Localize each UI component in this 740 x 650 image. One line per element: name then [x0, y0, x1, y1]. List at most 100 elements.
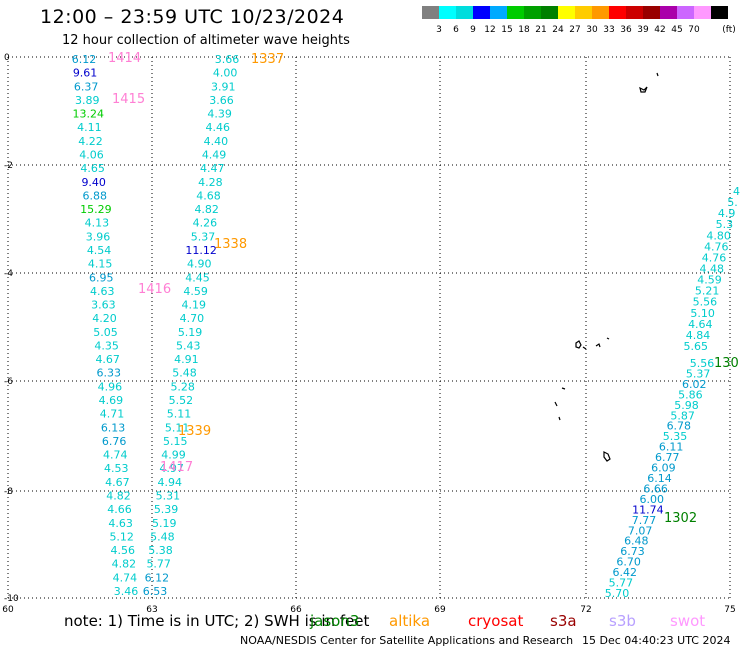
satellite-legend-item: altika — [389, 612, 430, 630]
swh-label: 4.67 — [105, 476, 130, 489]
swh-label: 6.77 — [655, 451, 680, 464]
swh-label: 5.3 — [716, 218, 734, 231]
legend-label: 39 — [637, 25, 649, 35]
x-tick-label: 60 — [2, 605, 14, 615]
swh-label: 3.46 — [114, 585, 139, 598]
land-outline — [639, 86, 648, 93]
legend-swatch — [558, 6, 575, 19]
map-subtitle: 12 hour collection of altimeter wave hei… — [62, 33, 350, 48]
swh-label: 4.74 — [103, 449, 128, 462]
swh-label: 5.38 — [148, 544, 173, 557]
swh-label: 4.97 — [159, 462, 184, 475]
x-tick-label: 63 — [146, 605, 157, 615]
swh-label: 5.43 — [176, 339, 201, 352]
legend-swatch — [490, 6, 507, 19]
legend-swatch — [643, 6, 660, 19]
x-tick-label: 75 — [724, 605, 735, 615]
legend-swatch — [524, 6, 541, 19]
swh-label: 9.61 — [73, 67, 98, 80]
swh-label: 4.69 — [99, 394, 124, 407]
swh-label: 4 — [733, 185, 740, 198]
legend-swatch — [575, 6, 592, 19]
swh-label: 5.15 — [163, 435, 188, 448]
swh-label: 6.73 — [620, 545, 645, 558]
legend-swatch — [439, 6, 456, 19]
swh-label: 6.12 — [145, 571, 170, 584]
legend-label: 15 — [501, 25, 512, 35]
legend-label: 18 — [518, 25, 530, 35]
swh-label: 5.56 — [690, 357, 715, 370]
swh-label: 5. — [727, 196, 738, 209]
pass-label: 1339 — [178, 424, 211, 439]
swh-label: 4.71 — [100, 408, 125, 421]
legend-swatch — [711, 6, 728, 19]
land-outline — [603, 451, 611, 462]
pass-label: 1415 — [112, 92, 145, 107]
wave-height-map: 60 63 66 69 72 750-2-4-6-8-10 6.129.616.373.8… — [2, 51, 740, 615]
legend-swatch — [422, 6, 439, 19]
swh-label: 4.82 — [112, 558, 137, 571]
legend-label: 36 — [620, 25, 632, 35]
swh-label: 6.70 — [616, 556, 641, 569]
legend-swatch — [660, 6, 677, 19]
swh-label: 5.10 — [690, 307, 715, 320]
swh-label: 4.59 — [697, 274, 722, 287]
swh-label: 5.70 — [605, 587, 630, 600]
swh-label: 6.14 — [647, 472, 672, 485]
swh-label: 13.24 — [73, 108, 105, 121]
pass-label: 130 — [714, 356, 739, 371]
swh-label: 4.91 — [174, 353, 199, 366]
legend-label: 27 — [569, 25, 580, 35]
swh-label: 4.80 — [706, 229, 731, 242]
pass-label: 1414 — [108, 51, 141, 66]
swh-label: 4.76 — [702, 251, 727, 264]
swh-label: 4.76 — [704, 240, 729, 253]
land-outline — [554, 401, 558, 407]
land-outline — [582, 346, 587, 350]
land-outline — [561, 387, 566, 390]
swh-label: 4.59 — [183, 285, 208, 298]
swh-label: 4.28 — [198, 176, 223, 189]
swh-label: 6.95 — [89, 271, 114, 284]
swh-label: 5.86 — [678, 388, 703, 401]
legend-label: 12 — [484, 25, 495, 35]
legend-swatch — [592, 6, 609, 19]
swh-label: 6.09 — [651, 462, 676, 475]
swh-label: 4.84 — [686, 329, 711, 342]
swh-label: 6.66 — [643, 482, 668, 495]
swh-label: 15.29 — [80, 203, 112, 216]
swh-label: 4.63 — [90, 285, 115, 298]
legend-label: 3 — [436, 25, 442, 35]
swh-label: 7.77 — [632, 514, 657, 527]
swh-label: 5.19 — [152, 517, 177, 530]
legend-label: 24 — [552, 25, 564, 35]
legend-label: 6 — [453, 25, 459, 35]
swh-label: 4.26 — [193, 217, 218, 230]
swh-label: 4.90 — [187, 258, 212, 271]
swh-label: 4.82 — [194, 203, 219, 216]
swh-label: 4.48 — [700, 263, 725, 276]
swh-label: 4.53 — [104, 462, 129, 475]
swh-label: 4.00 — [213, 67, 238, 80]
swh-label: 5.19 — [178, 326, 203, 339]
satellite-legend-item: s3a — [550, 612, 577, 630]
swh-label: 4.39 — [207, 108, 232, 121]
swh-label: 6.78 — [667, 420, 692, 433]
swh-label: 4.68 — [196, 189, 221, 202]
swh-label: 4.96 — [98, 380, 123, 393]
swh-label: 4.19 — [182, 299, 207, 312]
color-legend: 3 6 9 12 15 18 21 24 27 30 33 36 39 42 45 70 (ft) — [422, 6, 736, 35]
swh-label: 3.96 — [86, 230, 111, 243]
swh-label: 7.07 — [628, 524, 653, 537]
satellite-legend-item: swot — [670, 612, 705, 630]
swh-label: 5.11 — [165, 421, 190, 434]
land-outline — [558, 416, 561, 421]
swh-label: 4.45 — [185, 271, 210, 284]
legend-label: 70 — [688, 25, 700, 35]
swh-label: 4.63 — [108, 517, 133, 530]
swh-label: 5.28 — [170, 380, 195, 393]
footer-note: note: 1) Time is in UTC; 2) SWH is in fe… — [64, 612, 369, 630]
swh-label: 5.05 — [93, 326, 118, 339]
pass-label: 1302 — [664, 511, 697, 526]
